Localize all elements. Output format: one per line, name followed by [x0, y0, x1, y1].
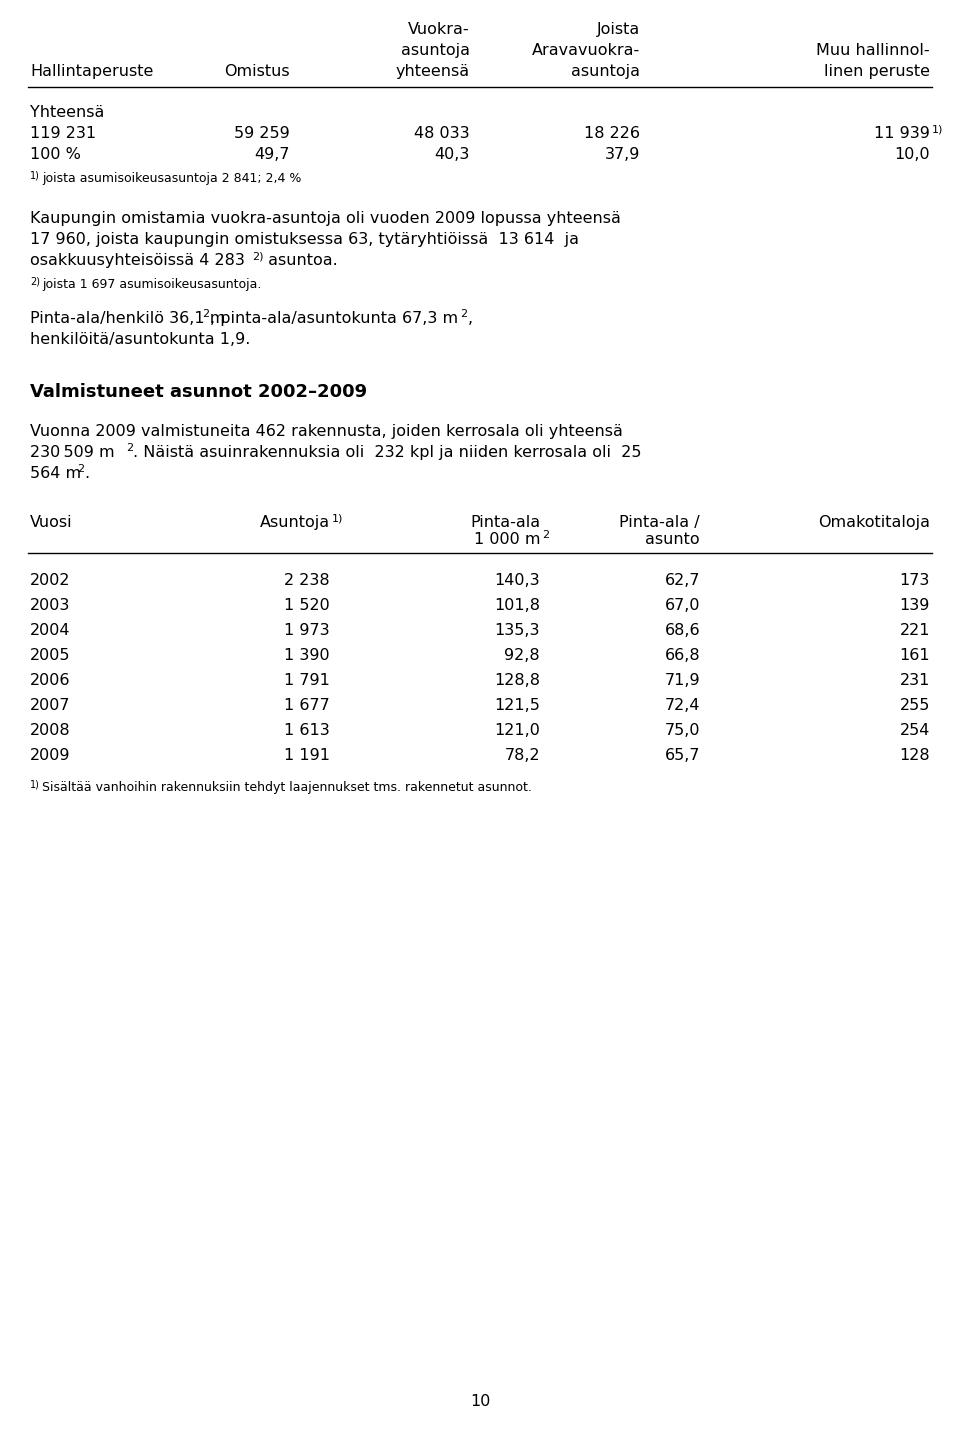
- Text: 67,0: 67,0: [664, 597, 700, 613]
- Text: 128: 128: [900, 747, 930, 763]
- Text: 75,0: 75,0: [664, 723, 700, 737]
- Text: Vuosi: Vuosi: [30, 514, 73, 530]
- Text: 37,9: 37,9: [605, 147, 640, 161]
- Text: Muu hallinnol-: Muu hallinnol-: [816, 43, 930, 59]
- Text: asuntoa.: asuntoa.: [263, 253, 338, 269]
- Text: Pinta-ala /: Pinta-ala /: [619, 514, 700, 530]
- Text: Omakotitaloja: Omakotitaloja: [818, 514, 930, 530]
- Text: 1 791: 1 791: [284, 673, 330, 687]
- Text: 161: 161: [900, 647, 930, 663]
- Text: 2007: 2007: [30, 697, 70, 713]
- Text: 1 973: 1 973: [284, 623, 330, 637]
- Text: 1): 1): [932, 124, 944, 134]
- Text: Pinta-ala/henkilö 36,1 m: Pinta-ala/henkilö 36,1 m: [30, 312, 226, 326]
- Text: 17 960, joista kaupungin omistuksessa 63, tytäryhtiöissä  13 614  ja: 17 960, joista kaupungin omistuksessa 63…: [30, 231, 579, 247]
- Text: .: .: [84, 466, 89, 482]
- Text: 100 %: 100 %: [30, 147, 81, 161]
- Text: 78,2: 78,2: [504, 747, 540, 763]
- Text: 2): 2): [30, 276, 40, 286]
- Text: 135,3: 135,3: [494, 623, 540, 637]
- Text: joista asumisoikeusasuntoja 2 841; 2,4 %: joista asumisoikeusasuntoja 2 841; 2,4 %: [42, 171, 301, 184]
- Text: ,: ,: [468, 312, 473, 326]
- Text: 564 m: 564 m: [30, 466, 82, 482]
- Text: yhteensä: yhteensä: [396, 64, 470, 79]
- Text: Pinta-ala: Pinta-ala: [469, 514, 540, 530]
- Text: 49,7: 49,7: [254, 147, 290, 161]
- Text: 254: 254: [900, 723, 930, 737]
- Text: Sisältää vanhoihin rakennuksiin tehdyt laajennukset tms. rakennetut asunnot.: Sisältää vanhoihin rakennuksiin tehdyt l…: [42, 782, 532, 795]
- Text: 2: 2: [542, 530, 549, 540]
- Text: 2004: 2004: [30, 623, 70, 637]
- Text: 72,4: 72,4: [664, 697, 700, 713]
- Text: 18 226: 18 226: [584, 126, 640, 141]
- Text: 11 939: 11 939: [875, 126, 930, 141]
- Text: 231: 231: [900, 673, 930, 687]
- Text: 2 238: 2 238: [284, 573, 330, 587]
- Text: 1): 1): [30, 779, 40, 789]
- Text: henkilöitä/asuntokunta 1,9.: henkilöitä/asuntokunta 1,9.: [30, 332, 251, 347]
- Text: 230 509 m: 230 509 m: [30, 444, 114, 460]
- Text: 2008: 2008: [30, 723, 71, 737]
- Text: 10,0: 10,0: [895, 147, 930, 161]
- Text: 1): 1): [30, 170, 40, 180]
- Text: 2: 2: [77, 464, 84, 474]
- Text: 92,8: 92,8: [504, 647, 540, 663]
- Text: 221: 221: [900, 623, 930, 637]
- Text: Valmistuneet asunnot 2002–2009: Valmistuneet asunnot 2002–2009: [30, 383, 367, 402]
- Text: 2005: 2005: [30, 647, 70, 663]
- Text: 255: 255: [900, 697, 930, 713]
- Text: 2002: 2002: [30, 573, 70, 587]
- Text: asuntoja: asuntoja: [571, 64, 640, 79]
- Text: 173: 173: [900, 573, 930, 587]
- Text: Aravavuokra-: Aravavuokra-: [532, 43, 640, 59]
- Text: 121,5: 121,5: [494, 697, 540, 713]
- Text: 1 613: 1 613: [284, 723, 330, 737]
- Text: 1): 1): [332, 513, 344, 523]
- Text: 101,8: 101,8: [494, 597, 540, 613]
- Text: Vuokra-: Vuokra-: [408, 21, 470, 37]
- Text: 2: 2: [202, 309, 209, 319]
- Text: linen peruste: linen peruste: [824, 64, 930, 79]
- Text: 59 259: 59 259: [234, 126, 290, 141]
- Text: 1 520: 1 520: [284, 597, 330, 613]
- Text: 2009: 2009: [30, 747, 70, 763]
- Text: 128,8: 128,8: [494, 673, 540, 687]
- Text: osakkuusyhteisöissä 4 283: osakkuusyhteisöissä 4 283: [30, 253, 245, 269]
- Text: 2006: 2006: [30, 673, 70, 687]
- Text: , pinta-ala/asuntokunta 67,3 m: , pinta-ala/asuntokunta 67,3 m: [210, 312, 458, 326]
- Text: 2: 2: [460, 309, 468, 319]
- Text: 139: 139: [900, 597, 930, 613]
- Text: 10: 10: [469, 1395, 491, 1409]
- Text: 1 191: 1 191: [284, 747, 330, 763]
- Text: Omistus: Omistus: [225, 64, 290, 79]
- Text: 119 231: 119 231: [30, 126, 96, 141]
- Text: joista 1 697 asumisoikeusasuntoja.: joista 1 697 asumisoikeusasuntoja.: [42, 279, 261, 292]
- Text: 48 033: 48 033: [415, 126, 470, 141]
- Text: Asuntoja: Asuntoja: [260, 514, 330, 530]
- Text: Vuonna 2009 valmistuneita 462 rakennusta, joiden kerrosala oli yhteensä: Vuonna 2009 valmistuneita 462 rakennusta…: [30, 424, 623, 439]
- Text: 2003: 2003: [30, 597, 70, 613]
- Text: 65,7: 65,7: [664, 747, 700, 763]
- Text: 121,0: 121,0: [494, 723, 540, 737]
- Text: 71,9: 71,9: [664, 673, 700, 687]
- Text: asunto: asunto: [645, 532, 700, 547]
- Text: Hallintaperuste: Hallintaperuste: [30, 64, 154, 79]
- Text: 40,3: 40,3: [435, 147, 470, 161]
- Text: 62,7: 62,7: [664, 573, 700, 587]
- Text: 2: 2: [126, 443, 133, 453]
- Text: Joista: Joista: [597, 21, 640, 37]
- Text: asuntoja: asuntoja: [401, 43, 470, 59]
- Text: 2): 2): [252, 252, 263, 262]
- Text: . Näistä asuinrakennuksia oli  232 kpl ja niiden kerrosala oli  25: . Näistä asuinrakennuksia oli 232 kpl ja…: [133, 444, 641, 460]
- Text: 140,3: 140,3: [494, 573, 540, 587]
- Text: Kaupungin omistamia vuokra-asuntoja oli vuoden 2009 lopussa yhteensä: Kaupungin omistamia vuokra-asuntoja oli …: [30, 211, 621, 226]
- Text: 1 000 m: 1 000 m: [473, 532, 540, 547]
- Text: 1 677: 1 677: [284, 697, 330, 713]
- Text: 68,6: 68,6: [664, 623, 700, 637]
- Text: Yhteensä: Yhteensä: [30, 104, 105, 120]
- Text: 1 390: 1 390: [284, 647, 330, 663]
- Text: 66,8: 66,8: [664, 647, 700, 663]
